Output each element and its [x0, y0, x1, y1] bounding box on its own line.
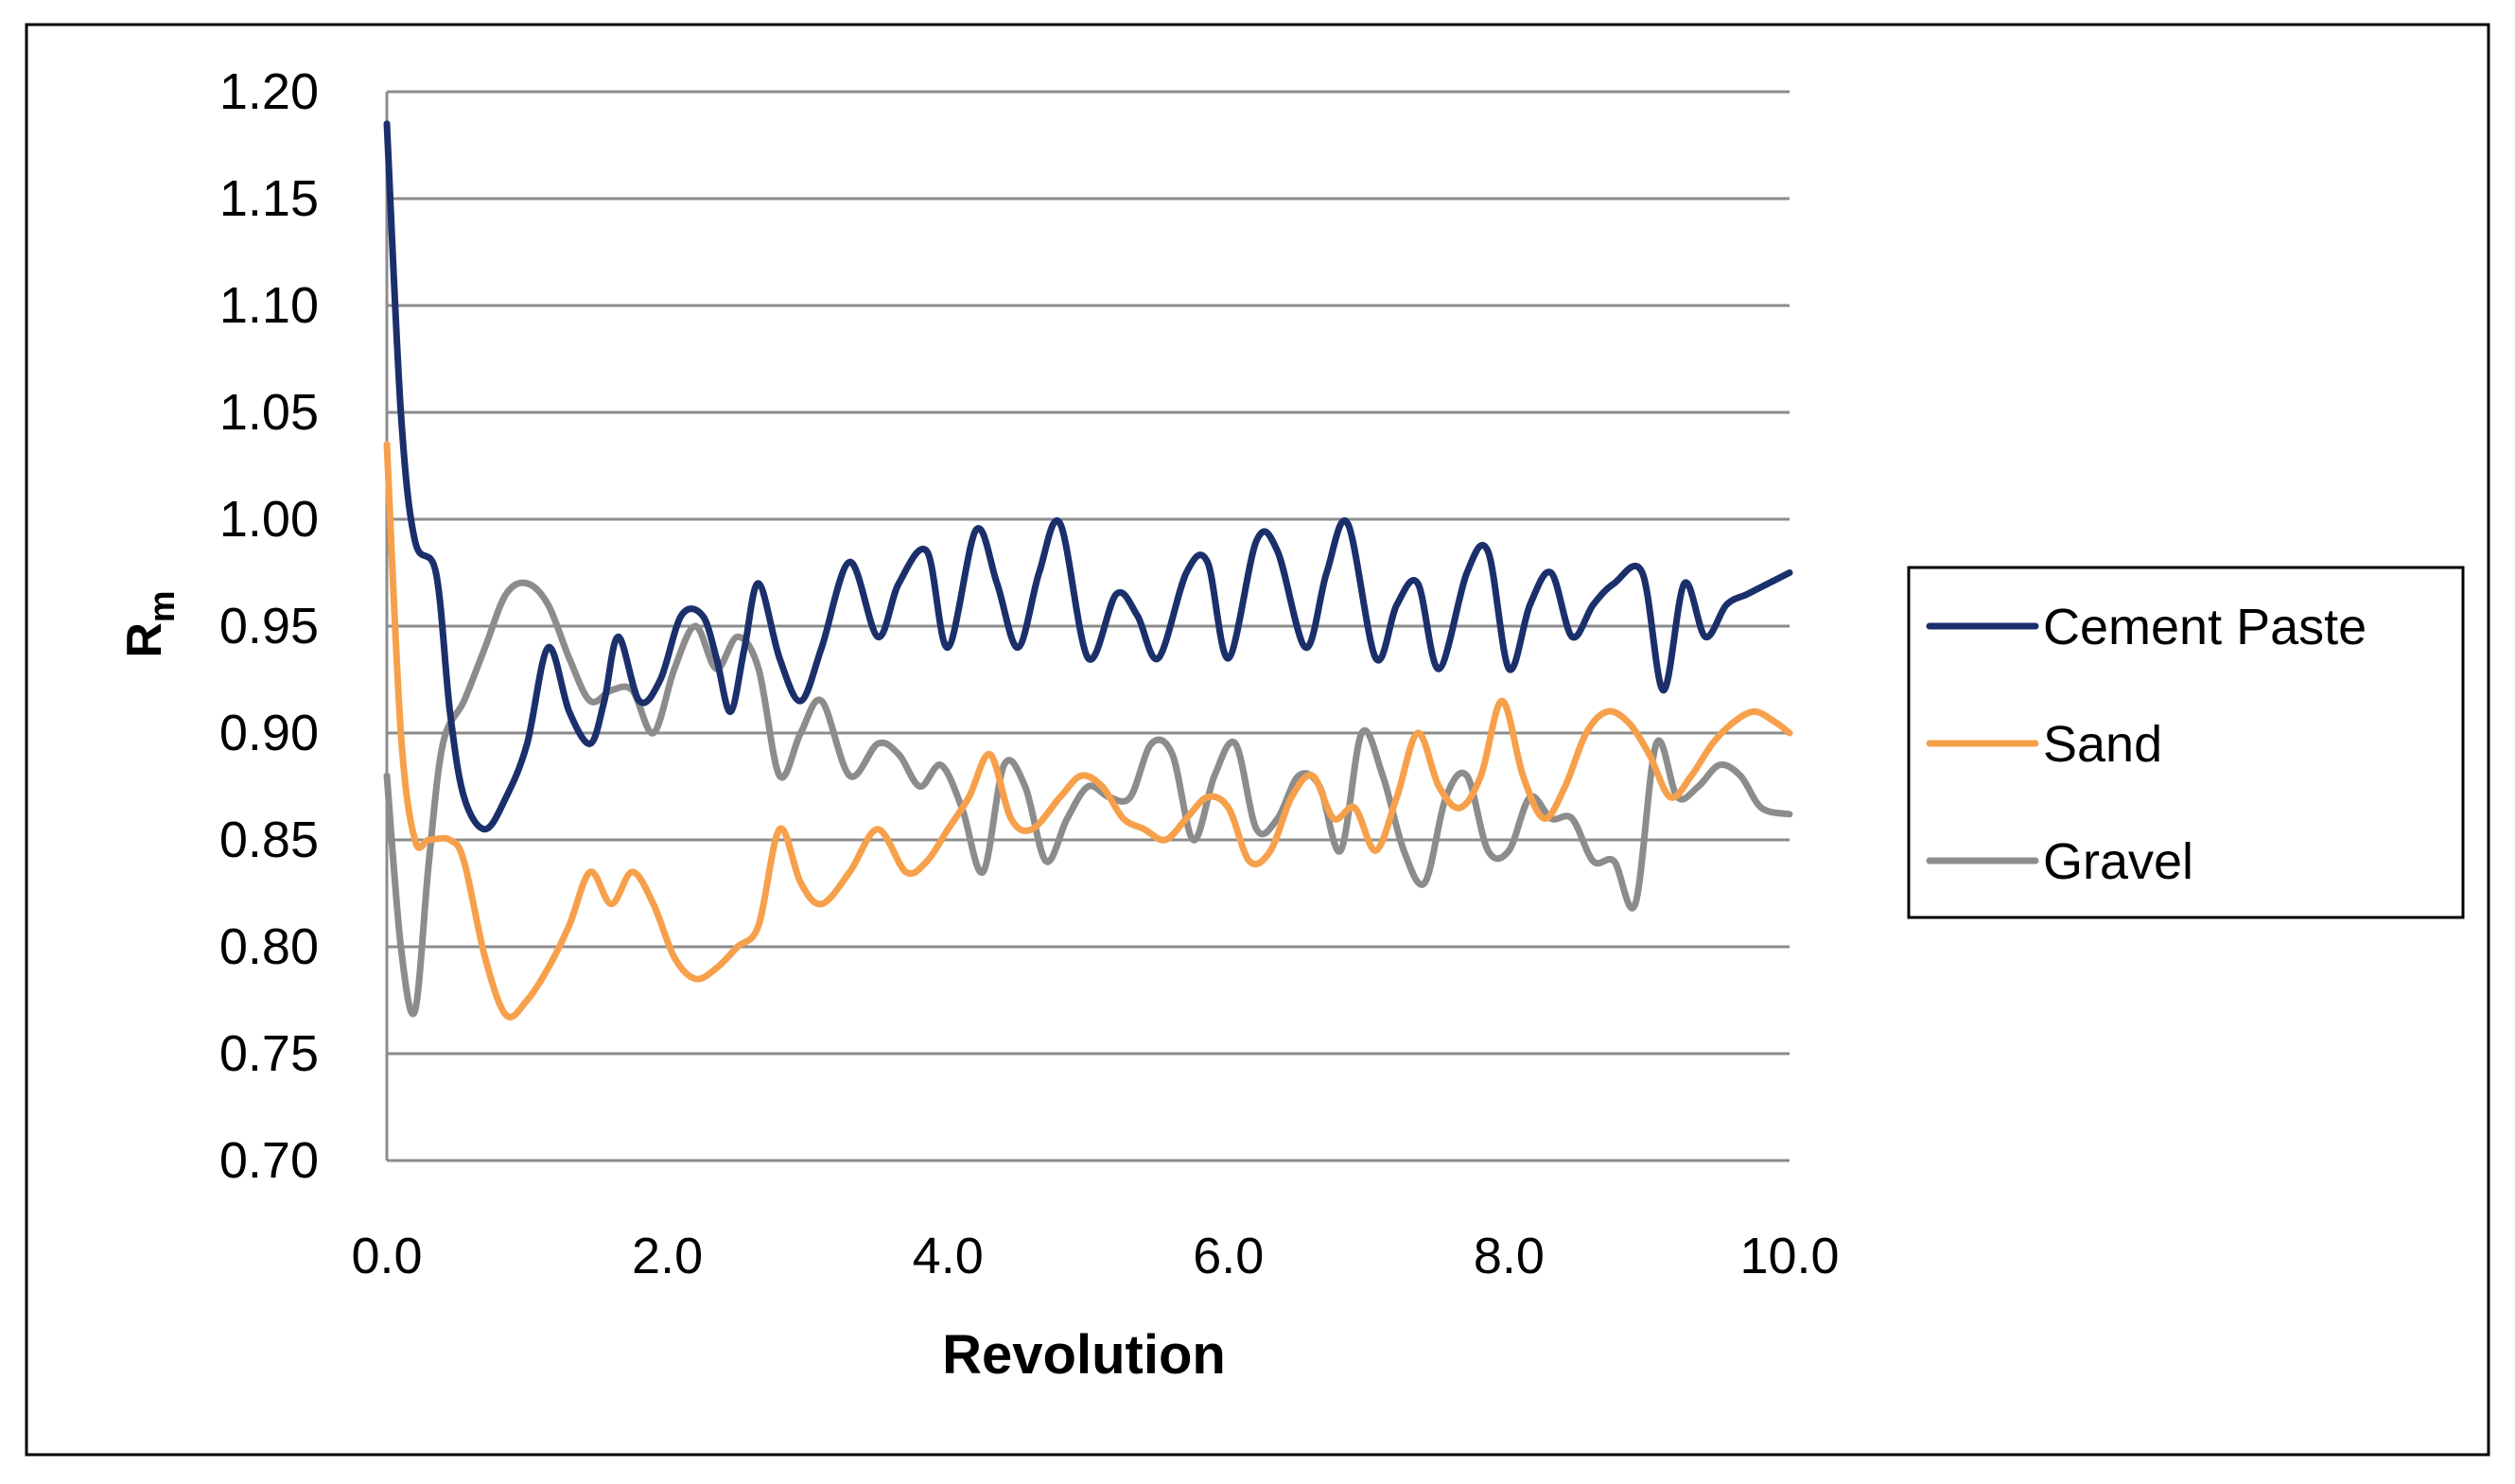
series-line-cement-paste: [383, 120, 1793, 833]
legend-label-cement-paste: Cement Paste: [2043, 599, 2367, 655]
legend-items: Cement Paste Sand Gravel: [1926, 599, 2367, 890]
x-tick-label: 8.0: [1474, 1228, 1545, 1284]
x-tick-label: 0.0: [351, 1228, 422, 1284]
y-tick-labels: 0.70 0.75 0.80 0.85 0.90 0.95 1.00 1.05 1.10 1.15…: [219, 63, 319, 1189]
x-tick-label: 10.0: [1739, 1228, 1839, 1284]
y-tick-label: 0.90: [219, 705, 319, 761]
y-tick-label: 1.10: [219, 277, 319, 334]
y-tick-label: 0.80: [219, 918, 319, 975]
x-tick-label: 6.0: [1193, 1228, 1264, 1284]
series-line-sand: [383, 441, 1793, 1021]
y-tick-label: 1.20: [219, 63, 319, 120]
gridlines: [387, 90, 1790, 1162]
y-tick-label: 0.95: [219, 598, 319, 655]
y-tick-label: 0.75: [219, 1025, 319, 1082]
x-tick-label: 4.0: [913, 1228, 984, 1284]
x-tick-label: 2.0: [632, 1228, 703, 1284]
y-axis-title: Rm: [117, 590, 183, 657]
x-tick-labels: 0.0 2.0 4.0 6.0 8.0 10.0: [351, 1228, 1839, 1284]
legend-label-sand: Sand: [2043, 716, 2162, 773]
series-lines: [383, 120, 1793, 1021]
y-tick-label: 1.05: [219, 384, 319, 441]
y-tick-label: 0.85: [219, 812, 319, 868]
legend-label-gravel: Gravel: [2043, 833, 2193, 890]
y-axis-title-main: R: [117, 622, 172, 658]
legend: Cement Paste Sand Gravel: [1907, 566, 2465, 919]
x-axis-title: Revolution: [942, 1324, 1226, 1386]
y-tick-label: 1.00: [219, 491, 319, 548]
y-axis-title-subscript: m: [143, 590, 183, 622]
y-tick-label: 0.70: [219, 1132, 319, 1189]
y-tick-label: 1.15: [219, 170, 319, 227]
